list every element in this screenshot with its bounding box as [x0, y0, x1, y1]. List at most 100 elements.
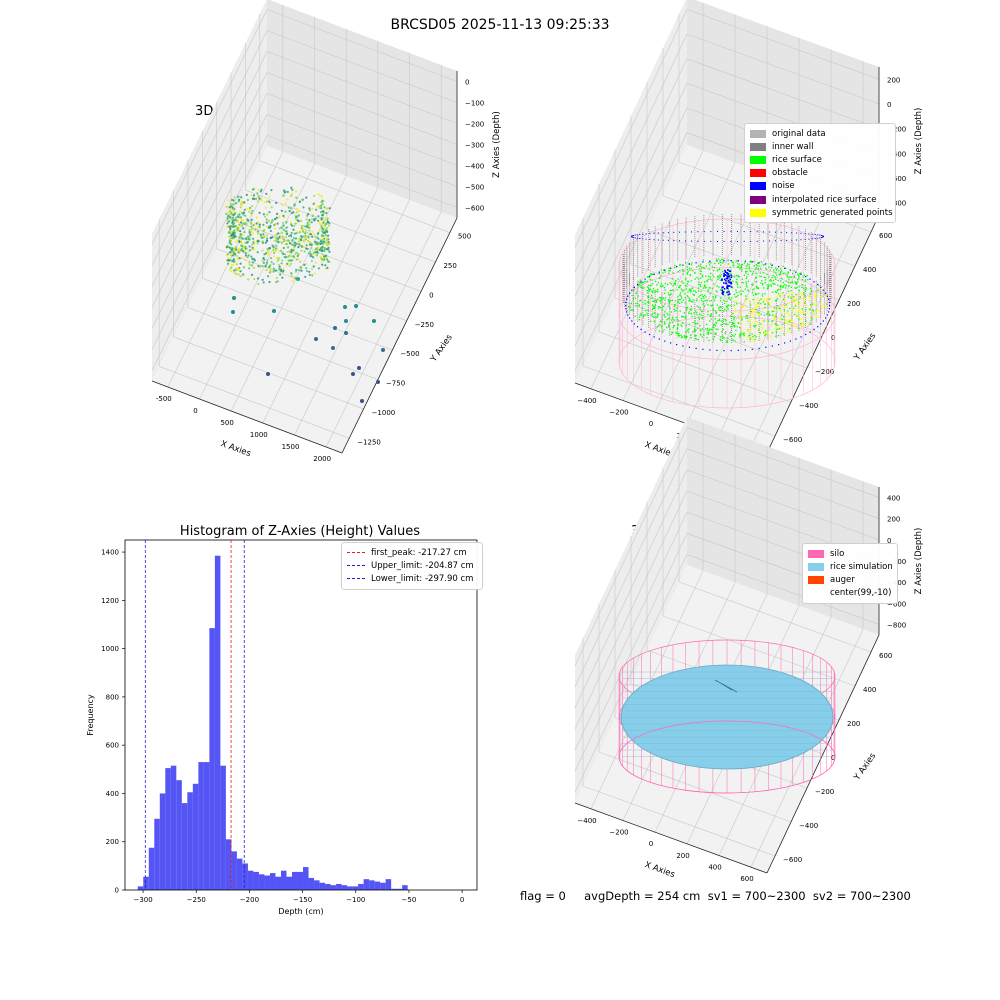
rice-surface-point [817, 289, 819, 292]
y-axis-label: Y Axies [852, 331, 879, 363]
rice-surface-point [806, 274, 808, 277]
rice-surface-point [729, 335, 732, 337]
histogram-bar [330, 885, 337, 890]
raw-data-point [323, 255, 326, 258]
y-tick-label: 200 [847, 300, 860, 308]
rice-surface-point [765, 333, 767, 335]
z-tick-label: −800 [887, 200, 906, 208]
y-tick-label: −750 [386, 380, 405, 388]
rice-surface-point [797, 300, 799, 302]
rice-surface-point [697, 339, 699, 341]
noise-point [691, 231, 692, 233]
raw-data-point [294, 222, 297, 225]
rice-surface-point [769, 269, 771, 271]
rice-surface-point [760, 326, 763, 329]
rice-surface-point [677, 301, 679, 303]
noise-point [662, 239, 664, 241]
raw-data-point [250, 222, 253, 225]
raw-data-point [307, 226, 310, 229]
rice-surface-point [799, 302, 801, 304]
noise-point [756, 231, 758, 233]
rice-surface-point [689, 269, 691, 271]
grid-line [266, 135, 458, 208]
rice-surface-point [803, 297, 805, 299]
rice-surface-point [797, 273, 799, 275]
rice-surface-point [686, 336, 688, 338]
rice-surface-point [674, 300, 677, 302]
raw-data-point [306, 239, 309, 242]
rice-surface-point [690, 268, 692, 270]
noise-point [789, 340, 791, 342]
raw-data-point [242, 237, 245, 240]
raw-data-point [237, 268, 241, 271]
legend-label: noise [772, 181, 795, 192]
rice-surface-point [708, 339, 710, 342]
rice-surface-point [748, 268, 750, 270]
noise-point [726, 277, 729, 280]
rice-surface-point [782, 295, 784, 297]
rice-surface-point [694, 330, 696, 332]
raw-data-point [269, 229, 272, 233]
raw-data-point [294, 214, 297, 217]
rice-surface-point [703, 297, 705, 300]
raw-data-point [258, 264, 261, 267]
rice-surface-point [654, 304, 657, 306]
rice-surface-point [657, 291, 659, 293]
rice-surface-point [767, 333, 769, 335]
raw-data-point [284, 253, 287, 256]
rice-surface-point [652, 312, 654, 315]
rice-surface-point [713, 323, 715, 326]
rice-surface-point [737, 294, 739, 297]
noise-point [796, 239, 798, 241]
legend-label: silo [830, 548, 845, 559]
grid-line [686, 58, 880, 129]
rice-surface-point [707, 289, 709, 291]
raw-data-point [246, 241, 249, 244]
rice-surface-point [698, 306, 700, 308]
rice-surface-point [798, 286, 800, 288]
rice-surface-point [694, 335, 696, 337]
raw-data-point [293, 224, 296, 228]
histogram-legend: first_peak: -217.27 cm Upper_limit: -204… [341, 542, 483, 590]
z-tick-label: −200 [887, 126, 906, 134]
rice-surface-point [721, 259, 723, 261]
rice-surface-point [715, 328, 717, 330]
rice-surface-point [702, 259, 704, 261]
rice-surface-point [759, 275, 761, 277]
grid-line [159, 366, 350, 439]
rice-surface-point [650, 297, 652, 300]
rice-surface-point [816, 295, 819, 297]
rice-surface-point [678, 285, 680, 287]
rice-surface-point [801, 278, 803, 281]
floor-pane [152, 146, 457, 453]
rice-surface-point [656, 326, 658, 328]
rice-surface-point [778, 270, 780, 272]
rice-surface-point [720, 300, 722, 302]
rice-surface-point [687, 329, 689, 331]
rice-surface-point [732, 280, 734, 282]
noise-point [728, 291, 730, 293]
rice-surface-point [766, 320, 768, 322]
raw-data-point [252, 266, 256, 269]
rice-surface-point [800, 318, 803, 320]
raw-data-point [237, 195, 240, 198]
rice-surface-point [783, 322, 786, 324]
noise-point [657, 232, 659, 234]
rice-surface-point [756, 285, 758, 287]
raw-data-point [245, 207, 248, 210]
rice-surface-point [774, 283, 776, 285]
rice-surface-point [791, 320, 794, 322]
z-tick-label: −600 [465, 205, 484, 213]
histogram-bar [198, 762, 204, 890]
raw-data-point [325, 236, 328, 239]
rice-surface-point [754, 326, 756, 328]
rice-surface-point [795, 283, 798, 285]
raw-data-point [265, 269, 268, 272]
rice-surface-point [727, 260, 729, 262]
rice-surface-point [810, 308, 812, 310]
x-tick-label: 500 [220, 419, 233, 427]
rice-surface-point [739, 336, 741, 338]
rice-surface-point [767, 311, 769, 313]
histogram-bar [303, 867, 309, 890]
raw-data-point [280, 209, 283, 212]
